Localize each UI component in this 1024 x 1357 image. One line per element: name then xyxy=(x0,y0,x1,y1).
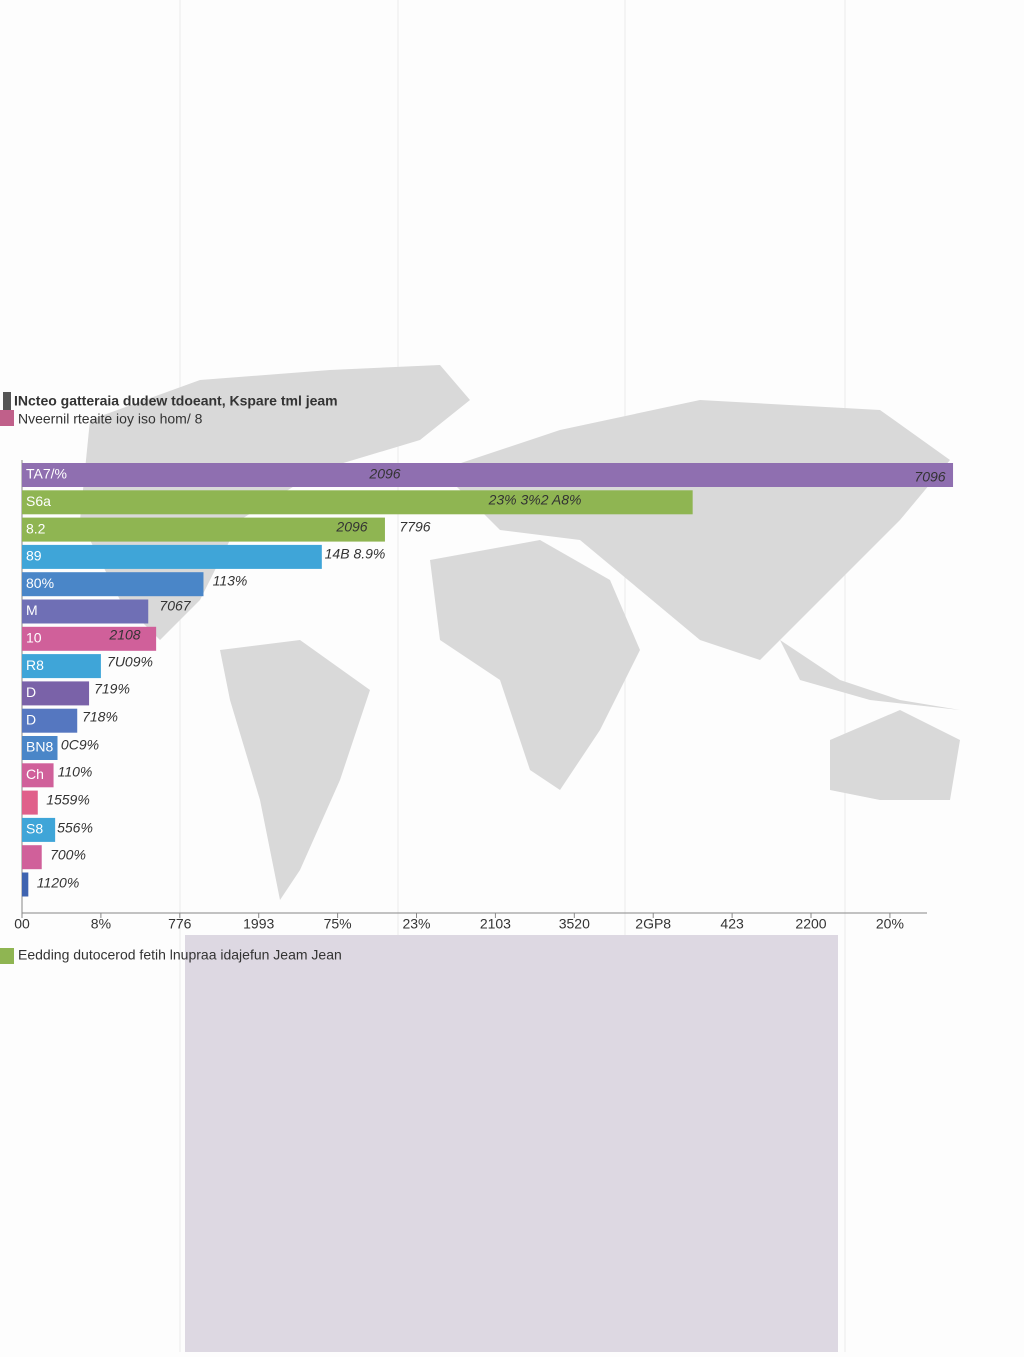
bar-label: S6a xyxy=(26,493,51,509)
bar-label: 10 xyxy=(26,630,42,646)
x-tick-label: 423 xyxy=(720,916,744,932)
bar xyxy=(22,763,54,788)
annotation: 718% xyxy=(82,709,118,725)
chart-title: INcteo gatteraia dudew tdoeant, Kspare t… xyxy=(14,393,338,409)
bar xyxy=(22,708,78,733)
annotation: 23% 3%2 A8% xyxy=(488,492,582,508)
annotation: 719% xyxy=(94,681,130,697)
bar xyxy=(22,626,157,651)
subtitle-marker xyxy=(0,410,14,426)
bar-label: R8 xyxy=(26,657,44,673)
bar-label: Ch xyxy=(26,766,44,782)
annotation: 700% xyxy=(50,847,86,863)
bar xyxy=(22,463,954,487)
panel xyxy=(185,935,838,1352)
annotation: 7067 xyxy=(159,598,191,614)
legend-label: Eedding dutocerod fetih lnupraa idajefun… xyxy=(18,947,342,963)
world-map xyxy=(80,365,960,900)
annotation: 7U09% xyxy=(107,654,153,670)
bar-label: D xyxy=(26,711,36,727)
bar xyxy=(22,872,29,897)
x-tick-label: 20% xyxy=(876,916,904,932)
annotation: 0C9% xyxy=(61,737,99,753)
bar-label: D xyxy=(26,684,36,700)
bar xyxy=(22,790,38,815)
annotation: 110% xyxy=(58,764,93,780)
x-tick-label: 75% xyxy=(324,916,352,932)
annotation: 1559% xyxy=(46,792,90,808)
title-marker xyxy=(3,392,11,410)
bar-label: BN8 xyxy=(26,739,53,755)
bar xyxy=(22,572,204,597)
bar-label: 8.2 xyxy=(26,520,46,536)
bar xyxy=(22,599,149,624)
bar xyxy=(22,817,56,842)
bar-label: TA7/% xyxy=(26,466,67,482)
bar xyxy=(22,845,42,870)
x-tick-label: 2103 xyxy=(480,916,511,932)
annotation: 7796 xyxy=(399,519,430,535)
chart-subtitle: Nveernil rteaite ioy iso hom/ 8 xyxy=(18,411,203,427)
bar xyxy=(22,544,322,569)
legend-swatch xyxy=(0,948,14,964)
bar xyxy=(22,490,693,515)
bar xyxy=(22,654,101,679)
annotation: 113% xyxy=(213,573,248,589)
bar-label: 80% xyxy=(26,575,54,591)
annotation: 556% xyxy=(57,820,93,836)
x-tick-label: 776 xyxy=(168,916,192,932)
annotation: 2108 xyxy=(108,627,140,643)
annotation: 7096 xyxy=(914,469,945,485)
bar-label: 89 xyxy=(26,548,42,564)
x-tick-label: 2GP8 xyxy=(635,916,671,932)
bar-label: M xyxy=(26,602,38,618)
annotation: 14B 8.9% xyxy=(325,546,386,562)
bar xyxy=(22,517,385,542)
annotation: 2096 xyxy=(368,466,400,482)
x-tick-label: 00 xyxy=(14,916,30,932)
x-tick-label: 23% xyxy=(402,916,430,932)
x-tick-label: 1993 xyxy=(243,916,274,932)
x-tick-label: 2200 xyxy=(795,916,826,932)
annotation: 1120% xyxy=(37,875,80,891)
annotation: 2096 xyxy=(335,519,367,535)
bar xyxy=(22,681,90,706)
bar-label: S8 xyxy=(26,821,43,837)
x-tick-label: 8% xyxy=(91,916,111,932)
bar xyxy=(22,736,58,760)
x-tick-label: 3520 xyxy=(559,916,590,932)
